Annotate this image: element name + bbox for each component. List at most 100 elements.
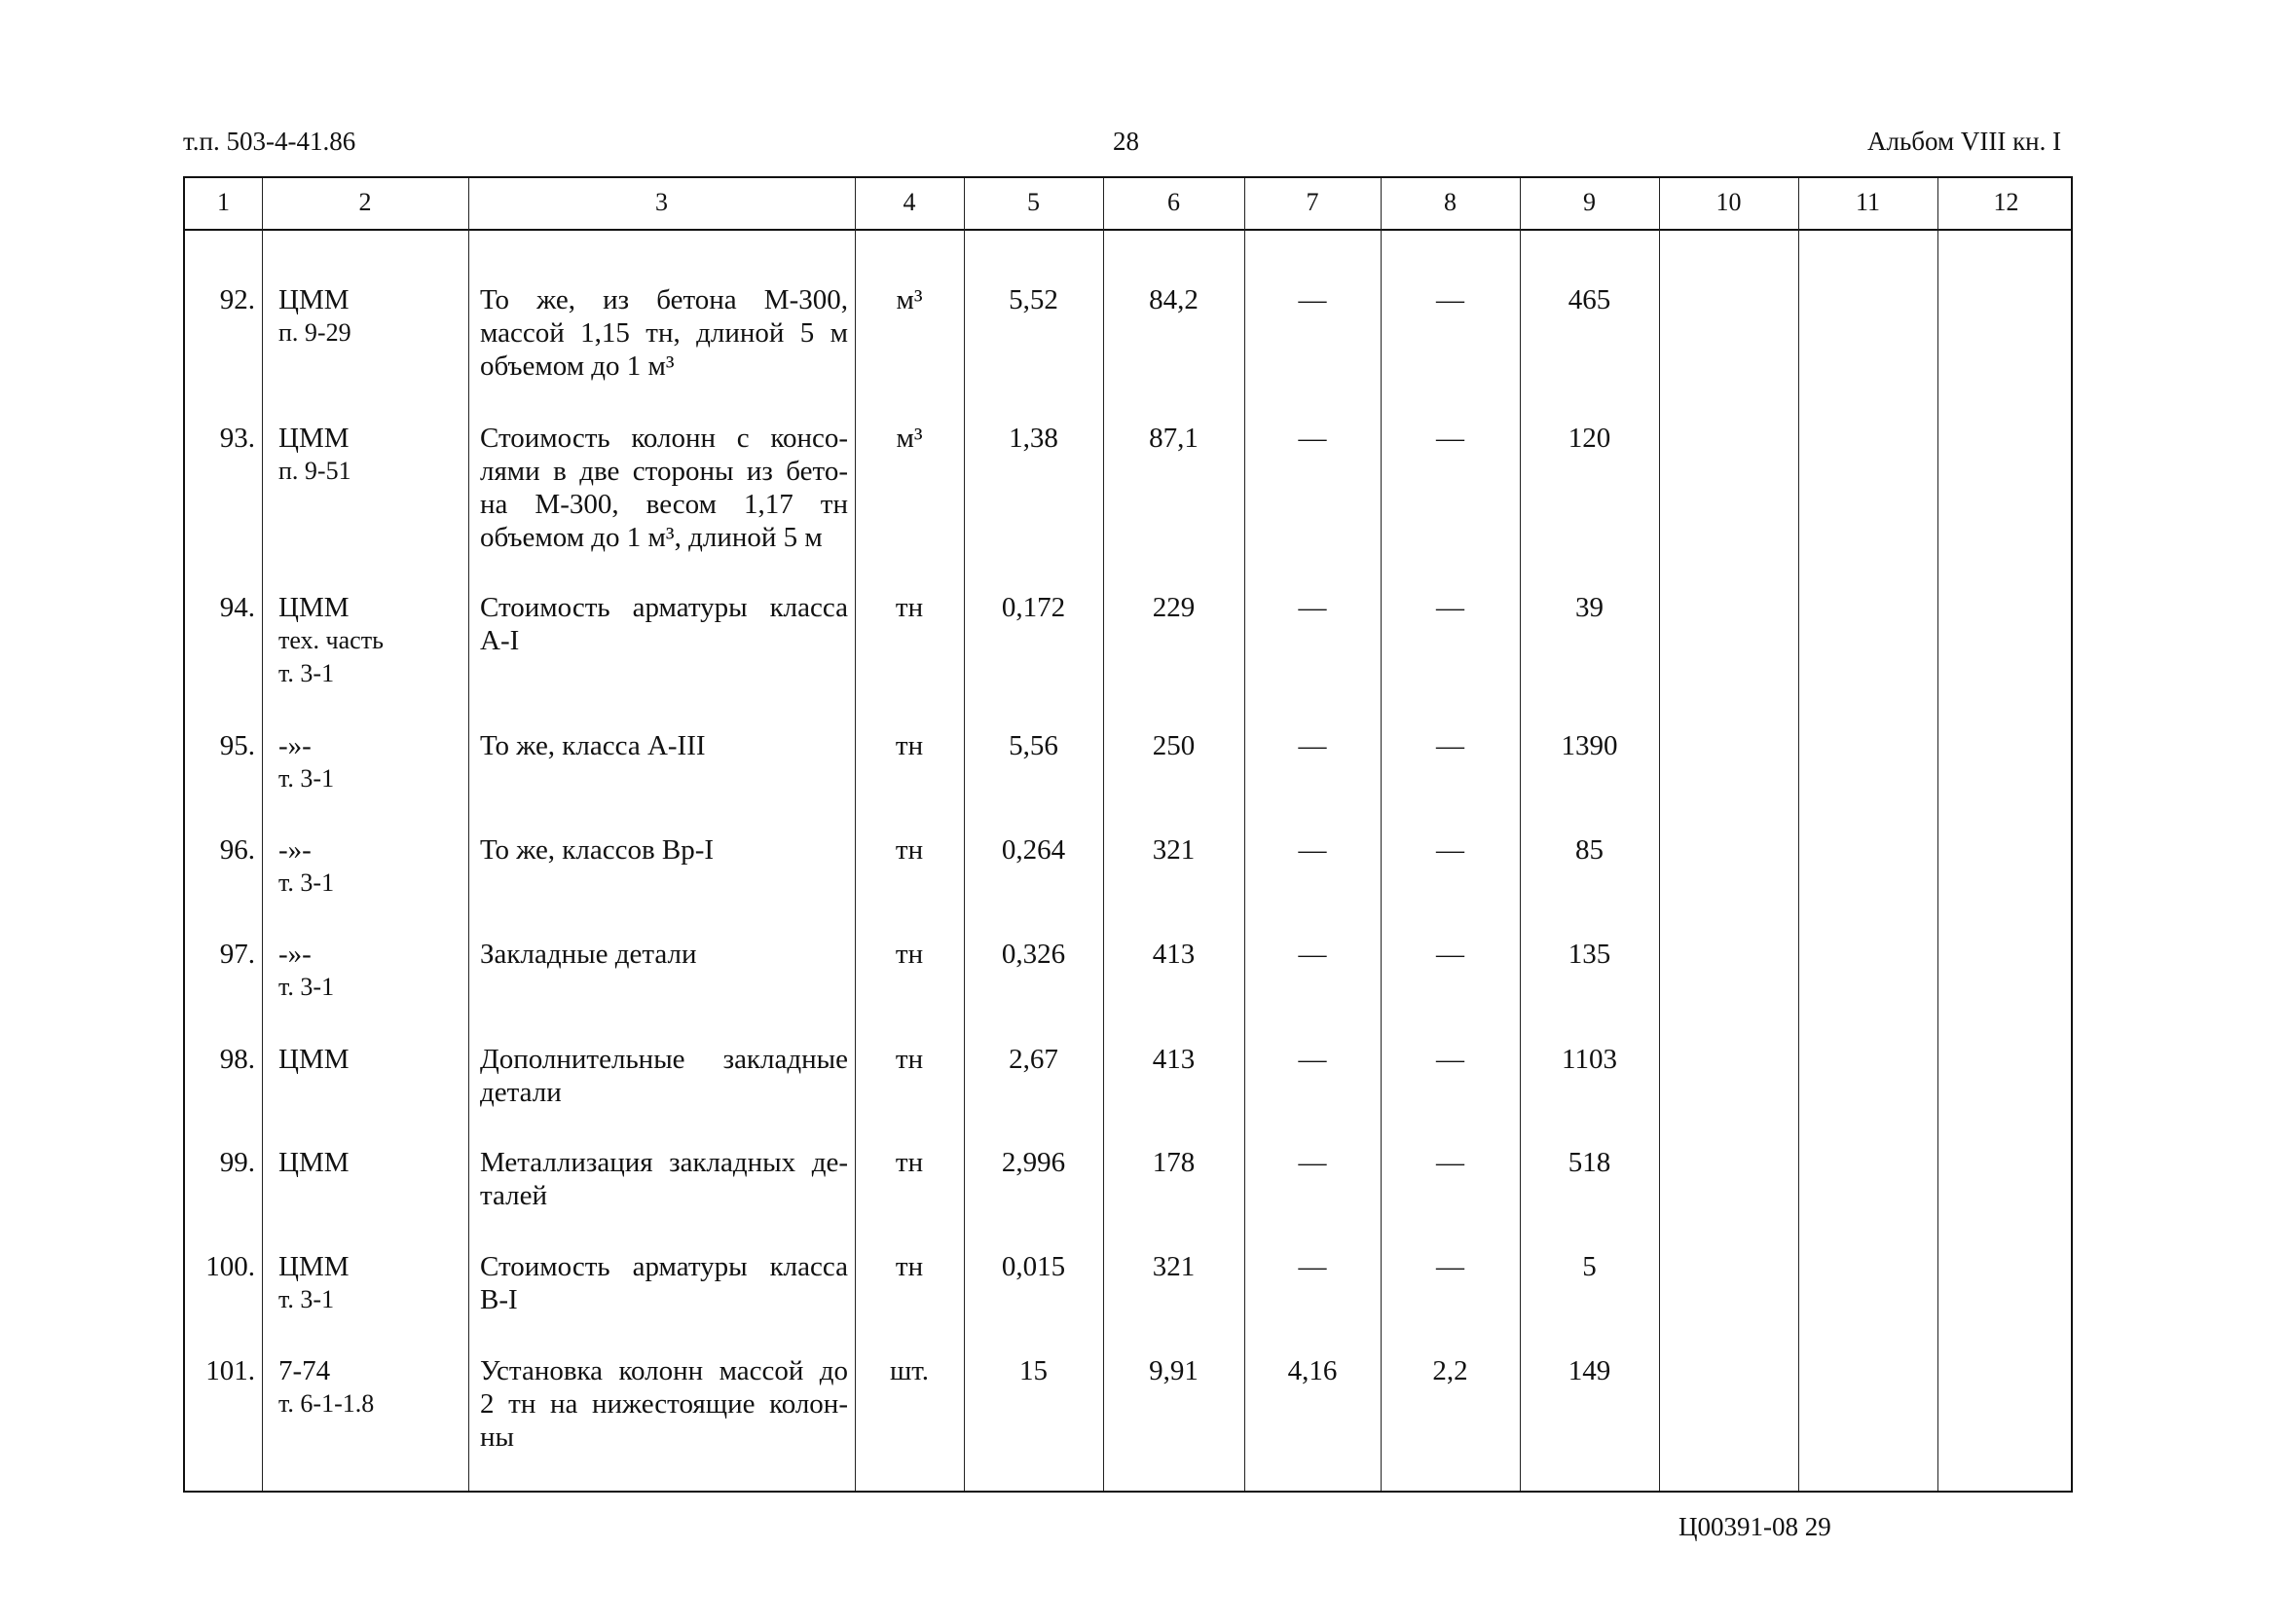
cell-col-7: —	[1298, 730, 1327, 761]
cell-col-4: тн	[895, 592, 924, 623]
description-line: То же, класса А-III	[480, 730, 706, 761]
row-number: 97.	[219, 939, 255, 970]
column-header: 2	[358, 188, 372, 216]
cell-col-9: 5	[1582, 1251, 1597, 1282]
description-line: Закладные детали	[480, 939, 697, 970]
description-line: Дополнительные закладные	[480, 1044, 848, 1075]
cell-col-9: 85	[1575, 834, 1604, 866]
column-divider	[1659, 178, 1660, 1491]
description: Закладные детали	[480, 938, 848, 971]
reference-line: т. 3-1	[278, 973, 335, 1001]
reference-line: тех. часть	[278, 626, 384, 654]
cell-col-8: —	[1436, 1044, 1464, 1075]
description: Стоимость колонн с консо-лями в две стор…	[480, 422, 848, 554]
cell-col-9: 39	[1575, 592, 1604, 623]
row-number: 100.	[205, 1251, 255, 1282]
column-divider	[262, 178, 263, 1491]
column-divider	[1798, 178, 1799, 1491]
cell-col-7: —	[1298, 939, 1327, 970]
description-line: Установка колонн массой до	[480, 1355, 848, 1386]
cell-col-7: —	[1298, 834, 1327, 866]
reference-line: п. 9-51	[278, 457, 351, 485]
description-line: 2 тн на нижестоящие колон-	[480, 1388, 848, 1420]
row-number: 96.	[219, 834, 255, 866]
column-divider	[468, 178, 469, 1491]
reference-line: ЦММ	[278, 284, 350, 315]
cell-col-5: 15	[1019, 1355, 1048, 1386]
reference: ЦММ тех. часть т. 3-1	[278, 591, 463, 690]
cell-col-7: —	[1298, 1147, 1327, 1178]
description-line: То же, из бетона М-300,	[480, 284, 848, 315]
cell-col-5: 0,015	[1001, 1251, 1066, 1282]
row-number: 98.	[219, 1044, 255, 1075]
description-line: Металлизация закладных де-	[480, 1147, 848, 1178]
cell-col-6: 321	[1152, 834, 1196, 866]
cell-col-7: —	[1298, 1044, 1327, 1075]
column-header: 12	[1993, 188, 2019, 216]
cell-col-8: —	[1436, 1251, 1464, 1282]
reference-line: т. 3-1	[278, 659, 335, 687]
cell-col-6: 87,1	[1149, 423, 1199, 454]
reference-line: ЦММ	[278, 1147, 350, 1178]
reference: -»- т. 3-1	[278, 729, 463, 795]
description: Дополнительные закладные детали	[480, 1043, 848, 1109]
cell-col-7: —	[1298, 284, 1327, 315]
reference: ЦММ п. 9-29	[278, 283, 463, 350]
reference-line: т. 3-1	[278, 868, 335, 897]
reference: -»- т. 3-1	[278, 938, 463, 1004]
cell-col-4: м³	[896, 423, 923, 454]
description-line: Стоимость арматуры класса	[480, 1251, 848, 1282]
cell-col-6: 178	[1152, 1147, 1196, 1178]
description: Металлизация закладных де-талей	[480, 1146, 848, 1212]
cell-col-5: 1,38	[1009, 423, 1058, 454]
reference-line: т. 6-1-1.8	[278, 1389, 375, 1418]
cell-col-9: 465	[1568, 284, 1611, 315]
description: Установка колонн массой до 2 тн на нижест…	[480, 1354, 848, 1454]
description: Стоимость арматуры класса В-I	[480, 1250, 848, 1316]
footer-code: Ц00391-08 29	[1678, 1512, 1831, 1541]
cell-col-7: 4,16	[1287, 1355, 1338, 1386]
description: То же, класса А-III	[480, 729, 848, 762]
description-line: массой 1,15 тн, длиной 5 м	[480, 317, 848, 349]
column-divider	[1381, 178, 1382, 1491]
column-header: 3	[655, 188, 668, 216]
column-divider	[1937, 178, 1938, 1491]
reference: ЦММ т. 3-1	[278, 1250, 463, 1316]
cell-col-4: м³	[896, 284, 923, 315]
row-number: 93.	[219, 423, 255, 454]
description-line: объемом до 1 м³, длиной 5 м	[480, 522, 823, 553]
cell-col-5: 5,52	[1009, 284, 1058, 315]
reference: -»- т. 3-1	[278, 833, 463, 900]
row-number: 101.	[205, 1355, 255, 1386]
column-header: 10	[1715, 188, 1742, 216]
reference-line: -»-	[278, 939, 312, 970]
description-line: Стоимость арматуры класса	[480, 592, 848, 623]
reference-line: т. 3-1	[278, 1285, 335, 1313]
cell-col-6: 229	[1152, 592, 1196, 623]
description-line: А-I	[480, 625, 520, 656]
cell-col-9: 120	[1568, 423, 1611, 454]
description-line: Стоимость колонн с консо-	[480, 423, 848, 454]
cell-col-6: 84,2	[1149, 284, 1199, 315]
cell-col-5: 2,67	[1009, 1044, 1058, 1075]
cell-col-6: 413	[1152, 939, 1196, 970]
cell-col-9: 1103	[1562, 1044, 1617, 1075]
description-line: детали	[480, 1077, 562, 1108]
cell-col-5: 5,56	[1009, 730, 1058, 761]
cell-col-6: 250	[1152, 730, 1196, 761]
cell-col-9: 135	[1568, 939, 1611, 970]
cell-col-6: 321	[1152, 1251, 1196, 1282]
column-header: 6	[1167, 188, 1180, 216]
row-number: 99.	[219, 1147, 255, 1178]
cell-col-8: —	[1436, 730, 1464, 761]
description: То же, из бетона М-300, массой 1,15 тн, д…	[480, 283, 848, 383]
header-divider	[185, 229, 2071, 231]
column-header: 7	[1306, 188, 1319, 216]
cell-col-9: 149	[1568, 1355, 1611, 1386]
reference: 7-74 т. 6-1-1.8	[278, 1354, 463, 1421]
cell-col-5: 2,996	[1001, 1147, 1066, 1178]
cell-col-4: тн	[895, 1147, 924, 1178]
reference: ЦММ п. 9-51	[278, 422, 463, 488]
description-line: В-I	[480, 1284, 518, 1315]
cell-col-8: —	[1436, 1147, 1464, 1178]
